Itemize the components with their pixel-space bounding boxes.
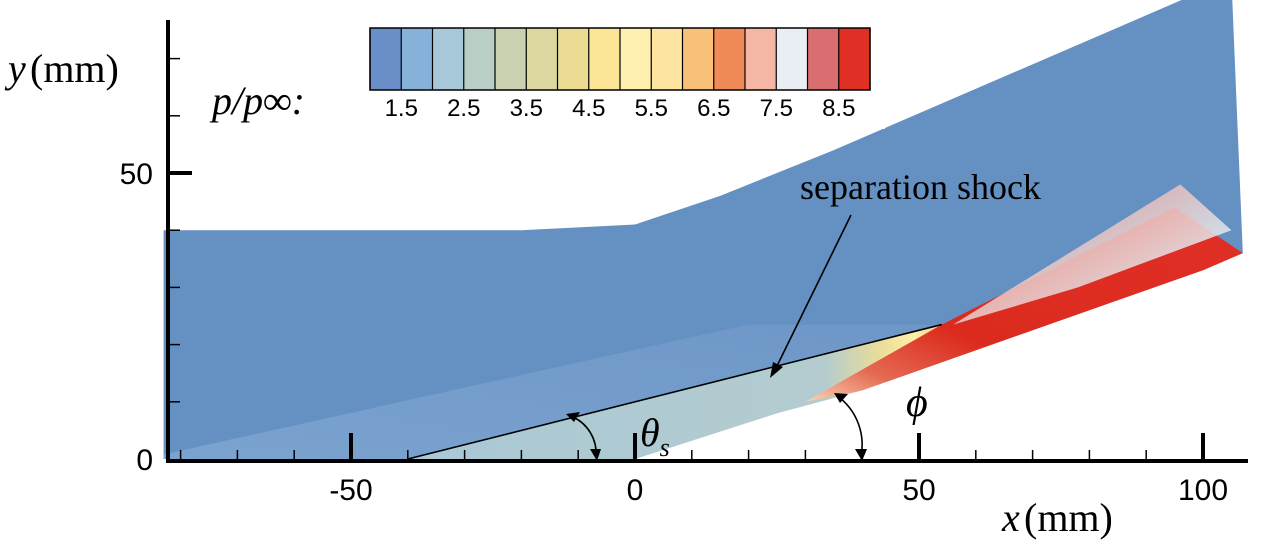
colorbar-tick-label: 7.5 xyxy=(760,95,793,122)
colorbar-tick-label: 8.5 xyxy=(822,95,855,122)
colorbar-cell xyxy=(620,28,652,90)
ramp-solid xyxy=(635,270,1243,459)
colorbar-cell xyxy=(432,28,465,90)
colorbar-cell xyxy=(776,28,808,90)
separation-shock-arrow xyxy=(775,214,852,369)
annotations xyxy=(566,214,867,461)
colorbar-variable-label: p/p∞: xyxy=(209,78,305,123)
colorbar-cell xyxy=(651,28,683,90)
colorbar-cell xyxy=(463,28,496,90)
x-tick-label: 0 xyxy=(627,474,644,507)
x-axis-unit: (mm) xyxy=(1024,495,1113,540)
x-axis-var: x xyxy=(1001,495,1020,540)
colorbar: 1.5 2.5 3.5 4.5 5.5 6.5 7.5 8.5 xyxy=(340,22,885,129)
x-tick-label: 50 xyxy=(902,474,935,507)
colorbar-tick-label: 1.5 xyxy=(385,95,418,122)
colorbar-cell xyxy=(557,28,590,90)
theta-subscript: s xyxy=(660,433,670,462)
colorbar-cell xyxy=(682,28,715,90)
phi-arc-head-top xyxy=(834,393,848,403)
colorbar-cell xyxy=(495,28,527,90)
colorbar-tick-label: 3.5 xyxy=(510,95,543,122)
x-tick-label: -50 xyxy=(329,474,372,507)
separation-shock-line xyxy=(407,323,942,460)
colorbar-cell xyxy=(526,28,558,90)
colorbar-frame xyxy=(369,27,871,91)
leading-shock-band xyxy=(163,324,942,459)
edge-streak-region xyxy=(953,184,1232,325)
axes: -50 0 50 100 0 50 xyxy=(120,20,1248,507)
colorbar-cell xyxy=(807,28,840,90)
colorbar-tick-label: 4.5 xyxy=(572,95,605,122)
theta-s-label: θs xyxy=(640,410,670,462)
colorbar-cell xyxy=(745,28,777,90)
colorbar-tick-label: 2.5 xyxy=(447,95,480,122)
separation-shock-label: separation shock xyxy=(800,167,1041,207)
x-tick-label: 100 xyxy=(1178,474,1228,507)
phi-label: ϕ xyxy=(906,380,928,426)
y-axis-unit: (mm) xyxy=(30,46,119,91)
colorbar-tick-label: 5.5 xyxy=(635,95,668,122)
y-tick-label: 50 xyxy=(120,158,153,191)
separation-shock-arrowhead xyxy=(770,362,783,378)
colorbar-tick-label: 6.5 xyxy=(697,95,730,122)
colorbar-cell xyxy=(370,28,402,90)
colorbar-cell xyxy=(713,28,746,90)
theta-arc-head-top xyxy=(566,412,580,422)
y-axis-var: y xyxy=(4,46,26,91)
y-tick-label: 0 xyxy=(136,444,153,477)
colorbar-cell xyxy=(401,28,433,90)
theta-arc-head-bottom xyxy=(590,449,601,461)
flow-field xyxy=(163,0,1243,460)
colorbar-cell xyxy=(588,28,621,90)
phi-arc-head-bottom xyxy=(855,449,867,461)
colorbar-cell xyxy=(838,28,871,90)
theta-symbol: θ xyxy=(640,410,660,455)
